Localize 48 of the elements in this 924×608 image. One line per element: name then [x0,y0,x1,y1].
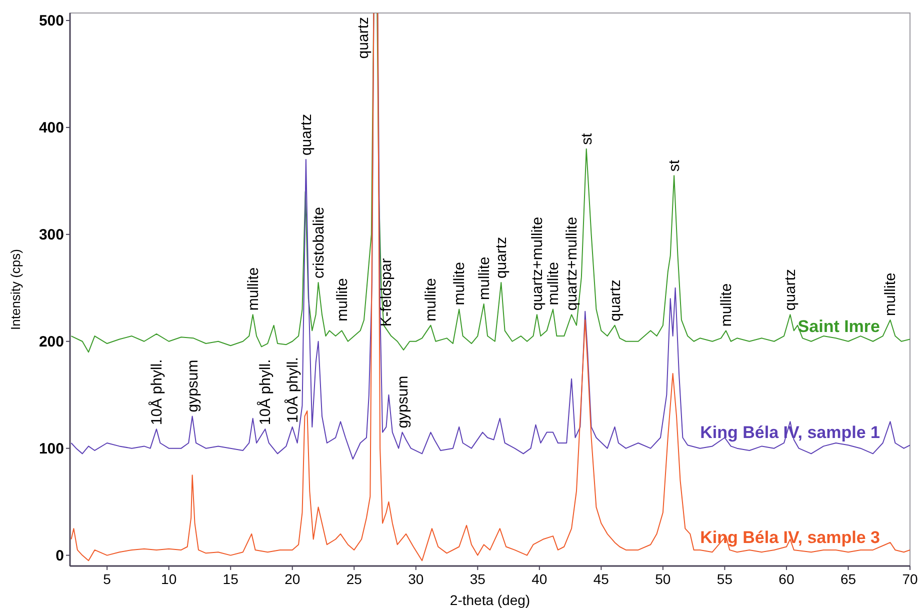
annotation: 10Å phyll. [283,357,302,423]
annotation: quartz [493,236,510,279]
annotation: quartz [354,17,372,59]
annotation: mullite [422,278,440,322]
x-tick-label: 10 [161,571,177,587]
annotation: st [578,132,596,145]
series-label: King Béla IV, sample 3 [700,528,880,547]
annotation: quartz [782,268,800,311]
x-tick-label: 70 [902,571,918,587]
annotation: gypsum [394,376,412,428]
x-tick-label: 65 [840,571,856,587]
x-axis-title: 2-theta (deg) [450,592,530,608]
annotation: K-feldspar [378,258,396,327]
x-tick-label: 50 [655,571,671,587]
series-label: Saint Imre [798,317,880,336]
annotation: quartz [298,114,315,156]
annotation: 10Å phyll. [147,359,166,426]
x-tick-label: 60 [778,571,794,587]
annotation: mullite [334,278,351,322]
annotation: mullite [244,267,262,311]
x-tick-label: 40 [532,571,548,587]
annotation: mullite [476,256,493,300]
y-tick-label: 300 [38,226,64,244]
annotation: gypsum [184,360,202,412]
annotation: quartz+mullite [564,216,581,311]
annotation: mullite [545,262,562,306]
x-tick-label: 45 [593,571,610,587]
x-tick-label: 55 [716,571,733,587]
annotation: quartz [606,280,624,322]
x-tick-label: 25 [346,571,362,587]
annotation: 10Å phyll. [256,359,274,426]
x-tick-label: 30 [408,571,424,587]
y-tick-label: 400 [38,120,64,137]
annotation: st [666,159,684,172]
y-axis-title: Intensity (cps) [8,249,23,330]
y-tick-label: 0 [56,548,64,565]
annotation: mullite [718,283,735,327]
x-tick-label: 15 [222,571,239,587]
y-tick-label: 100 [38,440,64,458]
x-tick-label: 35 [470,571,486,587]
annotation: mullite [451,262,468,306]
y-tick-label: 200 [38,334,64,351]
x-tick-label: 5 [103,571,112,587]
y-tick-label: 500 [38,12,64,30]
annotation: mullite [882,272,900,316]
annotation: cristobalite [310,206,328,279]
annotation: quartz+mullite [528,216,546,311]
x-tick-label: 20 [284,571,300,587]
